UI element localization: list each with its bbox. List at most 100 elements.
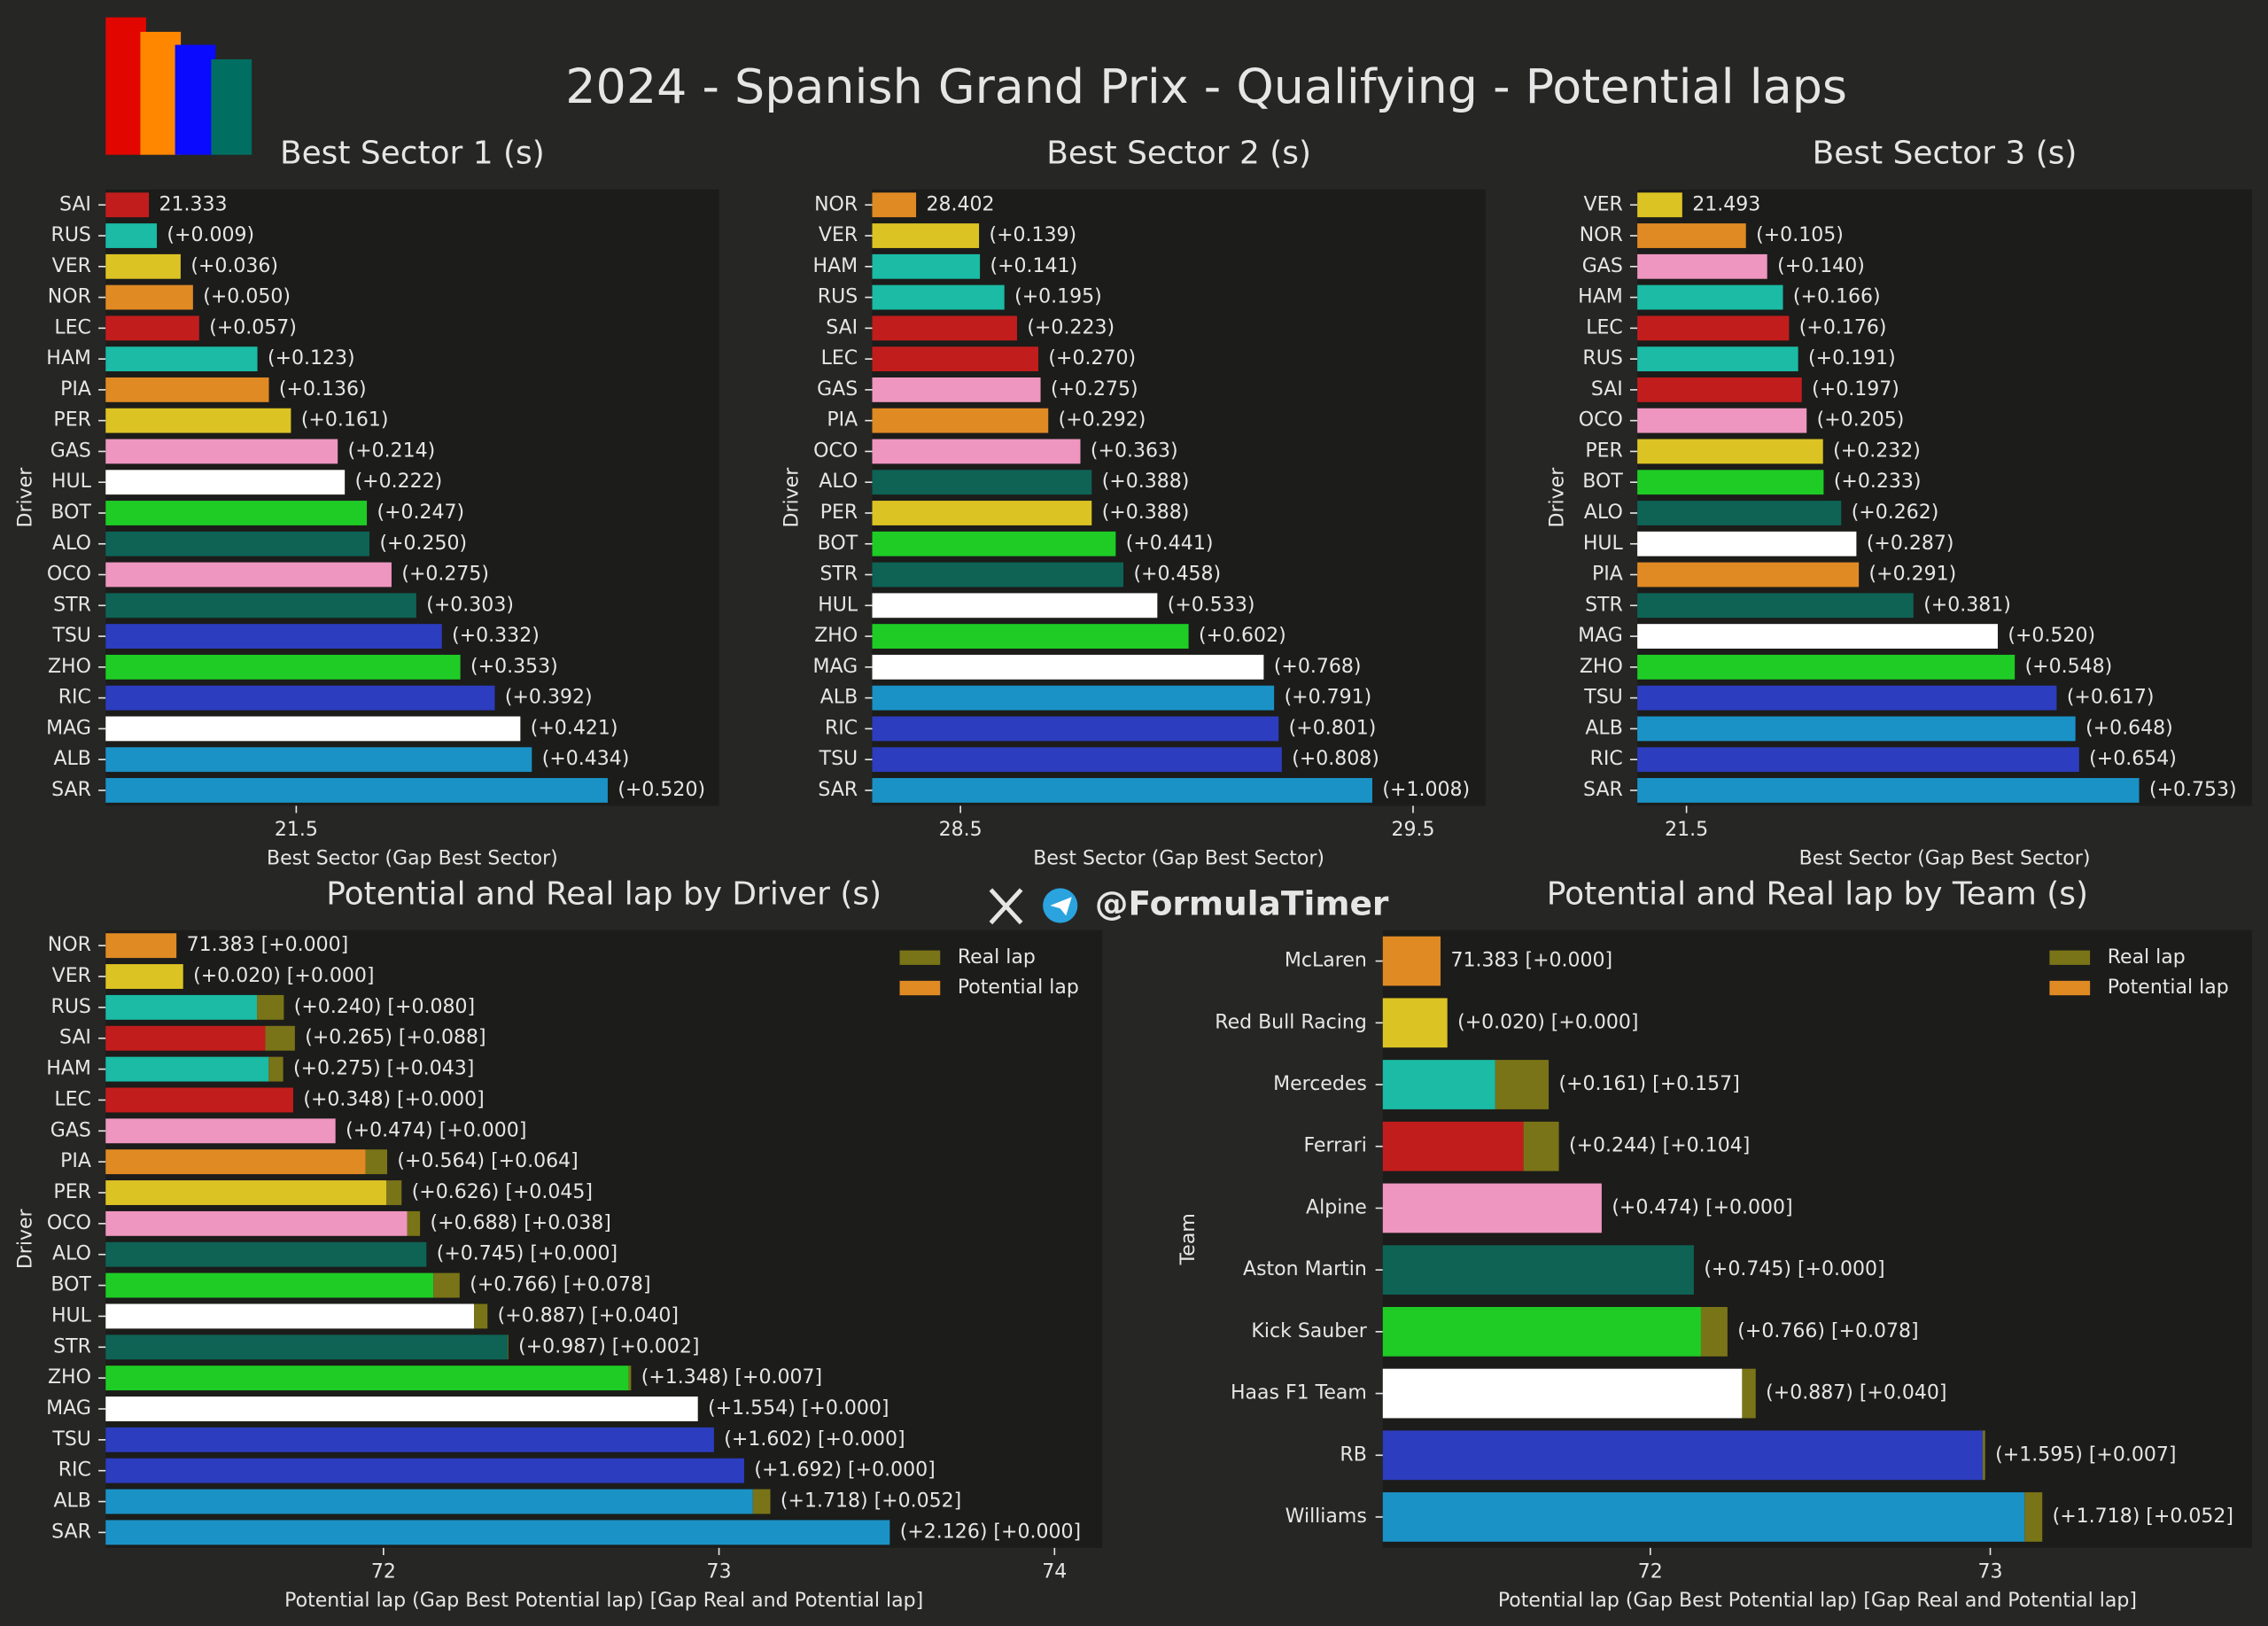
value-label: (+0.250) — [379, 533, 467, 555]
bar — [872, 716, 1279, 742]
value-label: (+0.363) — [1091, 440, 1178, 462]
y-tick-label: OCO — [1579, 409, 1623, 432]
y-tick-label: SAR — [51, 779, 91, 801]
plot-area — [105, 189, 719, 806]
value-label: (+0.233) — [1834, 471, 1922, 493]
value-label: (+0.801) — [1289, 717, 1377, 739]
value-label: (+0.474) [+0.000] — [346, 1119, 526, 1141]
y-tick-label: Aston Martin — [1243, 1258, 1367, 1280]
bar — [872, 408, 1049, 433]
y-tick-label: TSU — [819, 748, 858, 770]
y-tick-label: HAM — [1578, 286, 1623, 308]
bar-segment — [1382, 1183, 1602, 1233]
y-tick-label: BOT — [818, 533, 858, 555]
x-axis-label: Best Sector (Gap Best Sector) — [1033, 848, 1324, 870]
bar-segment — [507, 1334, 509, 1360]
bar-segment — [628, 1365, 632, 1391]
value-label: (+0.009) — [167, 224, 254, 246]
value-label: (+1.718) [+0.052] — [2053, 1505, 2233, 1528]
bar-segment — [1382, 1121, 1524, 1171]
bar — [1637, 408, 1807, 433]
value-label: (+0.222) — [355, 471, 443, 493]
bar — [872, 439, 1081, 464]
bar-segment — [1983, 1430, 1985, 1481]
bar-segment — [257, 994, 284, 1020]
value-label: (+0.766) [+0.078] — [470, 1274, 650, 1296]
legend-swatch — [2049, 950, 2091, 965]
y-tick-label: Alpine — [1306, 1196, 1367, 1218]
value-label: (+0.353) — [470, 656, 558, 678]
x-logo — [989, 888, 1023, 925]
plot-area — [872, 189, 1486, 806]
bar-segment — [105, 1149, 366, 1175]
bar — [872, 192, 917, 218]
value-label: (+0.244) [+0.104] — [1569, 1135, 1750, 1157]
value-label: (+1.602) [+0.000] — [724, 1428, 905, 1451]
value-label: (+0.474) [+0.000] — [1612, 1196, 1792, 1218]
bar-segment — [1382, 1245, 1694, 1295]
y-tick-label: RIC — [825, 717, 858, 739]
x-tick-label: 74 — [1042, 1561, 1067, 1583]
value-label: (+0.214) — [348, 440, 436, 462]
bar — [1637, 346, 1798, 372]
y-tick-label: SAI — [826, 316, 858, 338]
bar — [1637, 624, 1998, 649]
y-tick-label: STR — [53, 594, 91, 616]
y-tick-label: Kick Sauber — [1251, 1320, 1367, 1342]
y-tick-label: STR — [1585, 594, 1623, 616]
y-tick-label: HUL — [51, 1304, 92, 1326]
bar — [1637, 716, 2076, 742]
value-label: (+0.292) — [1059, 409, 1146, 432]
bar — [872, 685, 1275, 711]
value-label: (+0.768) — [1274, 656, 1362, 678]
bar-segment — [1382, 936, 1441, 986]
y-tick-label: Haas F1 Team — [1231, 1382, 1367, 1404]
y-tick-label: BOT — [1582, 471, 1623, 493]
y-tick-label: RUS — [1582, 347, 1622, 370]
value-label: (+0.140) — [1777, 255, 1865, 277]
y-tick-label: NOR — [1580, 224, 1623, 246]
legend-swatch — [899, 980, 941, 996]
value-label: (+0.136) — [279, 378, 367, 401]
value-label: (+0.232) — [1833, 440, 1921, 462]
bar — [1637, 531, 1857, 556]
value-label: (+0.388) — [1102, 471, 1190, 493]
bar-segment — [105, 1210, 408, 1236]
value-label: (+0.191) — [1808, 347, 1896, 370]
bar-segment — [1382, 1306, 1701, 1357]
bar — [105, 562, 392, 587]
value-label: (+0.332) — [452, 625, 540, 647]
bar — [872, 315, 1017, 341]
y-tick-label: SAR — [51, 1521, 91, 1543]
value-label: (+0.303) — [426, 594, 514, 616]
y-tick-label: TSU — [51, 625, 91, 647]
bar — [1637, 562, 1860, 587]
value-label: (+0.141) — [990, 255, 1078, 277]
bar-segment — [1700, 1306, 1728, 1357]
bar-segment — [105, 1427, 714, 1452]
y-tick-label: RIC — [58, 687, 91, 709]
value-label: (+0.766) [+0.078] — [1737, 1320, 1918, 1342]
value-label: (+0.240) [+0.080] — [294, 996, 475, 1018]
telegram-icon — [1043, 888, 1078, 923]
y-tick-label: PER — [53, 1181, 90, 1203]
bar — [872, 593, 1158, 619]
x-axis-label: Potential lap (Gap Best Potential lap) [… — [284, 1590, 923, 1612]
bar-segment — [105, 1056, 269, 1082]
bar-segment — [365, 1149, 388, 1175]
y-tick-label: MAG — [46, 1397, 91, 1420]
y-tick-label: RIC — [58, 1459, 91, 1482]
value-label: (+0.745) [+0.000] — [1704, 1258, 1884, 1280]
y-tick-label: HUL — [818, 594, 858, 616]
panel-title: Potential and Real lap by Team (s) — [1547, 876, 2088, 913]
logo — [105, 17, 252, 155]
value-label: (+0.275) — [401, 564, 489, 586]
bar — [105, 501, 368, 525]
y-tick-label: STR — [819, 564, 858, 586]
legend-label: Real lap — [958, 946, 1036, 969]
bar-segment — [105, 1241, 427, 1267]
bar-segment — [105, 933, 177, 959]
telegram-plane — [1050, 897, 1072, 916]
x-icon — [989, 888, 1023, 925]
value-label: (+0.161) — [301, 409, 389, 432]
